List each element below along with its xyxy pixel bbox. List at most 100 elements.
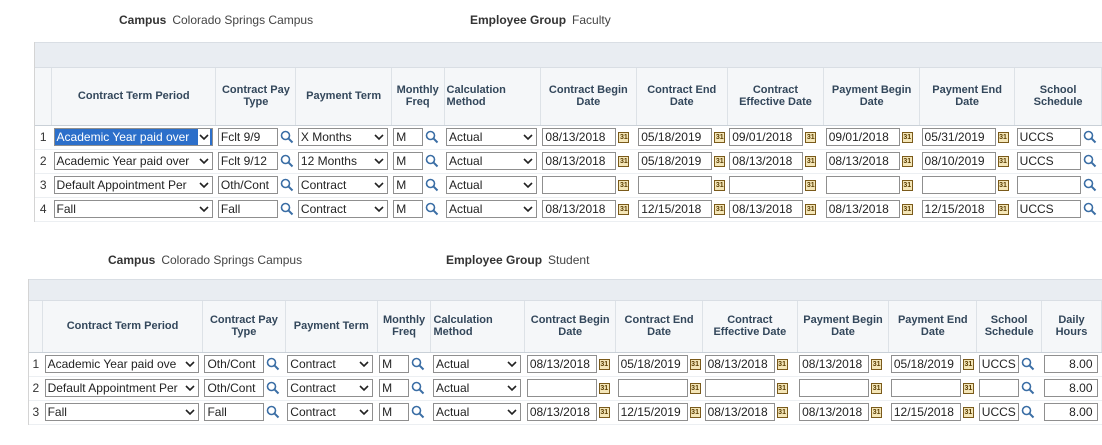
monthly-freq-field[interactable]: M [379, 355, 410, 373]
calendar-icon[interactable]: 31 [714, 203, 726, 215]
school-schedule-field[interactable] [1016, 176, 1081, 194]
end-date-field[interactable]: 12/15/2018 [638, 200, 713, 218]
magnifier-icon[interactable] [425, 202, 439, 216]
chevron-down-icon[interactable] [522, 153, 535, 169]
calendar-icon[interactable]: 31 [901, 203, 913, 215]
term-period-select[interactable]: Default Appointment Per [53, 176, 213, 194]
magnifier-icon[interactable] [280, 154, 294, 168]
payment-term-select[interactable]: Contract [287, 355, 374, 373]
begin-date-field[interactable]: 08/13/2018 [542, 152, 617, 170]
calendar-icon[interactable]: 31 [776, 358, 788, 370]
calendar-icon[interactable]: 31 [997, 203, 1009, 215]
calendar-icon[interactable]: 31 [714, 155, 726, 167]
pay-begin-field[interactable] [825, 176, 900, 194]
pay-end-field[interactable] [921, 176, 996, 194]
calendar-icon[interactable]: 31 [805, 155, 817, 167]
pay-type-field[interactable]: Oth/Cont [217, 176, 278, 194]
magnifier-icon[interactable] [1083, 202, 1097, 216]
magnifier-icon[interactable] [266, 381, 280, 395]
calendar-icon[interactable]: 31 [714, 131, 726, 143]
school-schedule-field[interactable]: UCCS [1016, 128, 1081, 146]
monthly-freq-field[interactable]: M [393, 152, 424, 170]
term-period-select[interactable]: Fall [44, 403, 199, 421]
chevron-down-icon[interactable] [197, 153, 210, 169]
magnifier-icon[interactable] [1083, 130, 1097, 144]
calendar-icon[interactable]: 31 [714, 179, 726, 191]
calendar-icon[interactable]: 31 [805, 203, 817, 215]
effective-date-field[interactable] [729, 176, 804, 194]
pay-type-field[interactable]: Oth/Cont [204, 379, 265, 397]
calc-method-select[interactable]: Actual [446, 152, 538, 170]
chevron-down-icon[interactable] [522, 129, 535, 145]
effective-date-field[interactable]: 08/13/2018 [704, 403, 775, 421]
begin-date-field[interactable]: 08/13/2018 [542, 128, 617, 146]
end-date-field[interactable] [617, 379, 688, 397]
magnifier-icon[interactable] [280, 178, 294, 192]
chevron-down-icon[interactable] [522, 177, 535, 193]
magnifier-icon[interactable] [1021, 357, 1035, 371]
pay-end-field[interactable]: 08/10/2019 [921, 152, 996, 170]
daily-hours-field[interactable]: 8.00 [1043, 379, 1098, 397]
pay-begin-field[interactable]: 09/01/2018 [825, 128, 900, 146]
school-schedule-field[interactable]: UCCS [1016, 152, 1081, 170]
payment-term-select[interactable]: Contract [287, 403, 374, 421]
calendar-icon[interactable]: 31 [805, 131, 817, 143]
monthly-freq-field[interactable]: M [393, 128, 424, 146]
school-schedule-field[interactable]: UCCS [978, 403, 1019, 421]
end-date-field[interactable]: 05/18/2019 [638, 128, 713, 146]
chevron-down-icon[interactable] [372, 153, 385, 169]
term-period-select[interactable]: Academic Year paid ove [44, 355, 199, 373]
calendar-icon[interactable]: 31 [962, 358, 974, 370]
chevron-down-icon[interactable] [505, 380, 518, 396]
chevron-down-icon[interactable] [372, 201, 385, 217]
calendar-icon[interactable]: 31 [776, 382, 788, 394]
magnifier-icon[interactable] [266, 357, 280, 371]
pay-type-field[interactable]: Fall [204, 403, 265, 421]
pay-type-field[interactable]: Oth/Cont [204, 355, 265, 373]
school-schedule-field[interactable] [978, 379, 1019, 397]
calendar-icon[interactable]: 31 [962, 382, 974, 394]
pay-begin-field[interactable]: 08/13/2018 [799, 403, 870, 421]
payment-term-select[interactable]: X Months [297, 128, 388, 146]
monthly-freq-field[interactable]: M [393, 176, 424, 194]
chevron-down-icon[interactable] [183, 356, 196, 372]
effective-date-field[interactable]: 08/13/2018 [704, 355, 775, 373]
end-date-field[interactable]: 12/15/2019 [617, 403, 688, 421]
magnifier-icon[interactable] [1021, 405, 1035, 419]
pay-begin-field[interactable] [799, 379, 870, 397]
magnifier-icon[interactable] [425, 130, 439, 144]
effective-date-field[interactable] [704, 379, 775, 397]
calendar-icon[interactable]: 31 [901, 155, 913, 167]
calendar-icon[interactable]: 31 [618, 179, 630, 191]
calendar-icon[interactable]: 31 [997, 179, 1009, 191]
pay-type-field[interactable]: Fall [217, 200, 278, 218]
pay-begin-field[interactable]: 08/13/2018 [825, 200, 900, 218]
end-date-field[interactable]: 05/18/2019 [617, 355, 688, 373]
pay-type-field[interactable]: Fclt 9/9 [217, 128, 278, 146]
calendar-icon[interactable]: 31 [598, 382, 610, 394]
chevron-down-icon[interactable] [358, 380, 371, 396]
daily-hours-field[interactable]: 8.00 [1043, 355, 1098, 373]
term-period-select[interactable]: Academic Year paid over [53, 128, 213, 146]
pay-begin-field[interactable]: 08/13/2018 [799, 355, 870, 373]
term-period-select[interactable]: Fall [53, 200, 213, 218]
calendar-icon[interactable]: 31 [598, 358, 610, 370]
begin-date-field[interactable] [542, 176, 617, 194]
magnifier-icon[interactable] [1083, 154, 1097, 168]
magnifier-icon[interactable] [280, 202, 294, 216]
monthly-freq-field[interactable]: M [379, 379, 410, 397]
chevron-down-icon[interactable] [505, 404, 518, 420]
chevron-down-icon[interactable] [372, 177, 385, 193]
chevron-down-icon[interactable] [183, 404, 196, 420]
payment-term-select[interactable]: 12 Months [297, 152, 388, 170]
calendar-icon[interactable]: 31 [871, 406, 883, 418]
school-schedule-field[interactable]: UCCS [978, 355, 1019, 373]
term-period-select[interactable]: Default Appointment Per [44, 379, 199, 397]
chevron-down-icon[interactable] [197, 129, 210, 145]
magnifier-icon[interactable] [425, 154, 439, 168]
chevron-down-icon[interactable] [197, 177, 210, 193]
monthly-freq-field[interactable]: M [379, 403, 410, 421]
effective-date-field[interactable]: 09/01/2018 [729, 128, 804, 146]
calendar-icon[interactable]: 31 [618, 203, 630, 215]
payment-term-select[interactable]: Contract [287, 379, 374, 397]
